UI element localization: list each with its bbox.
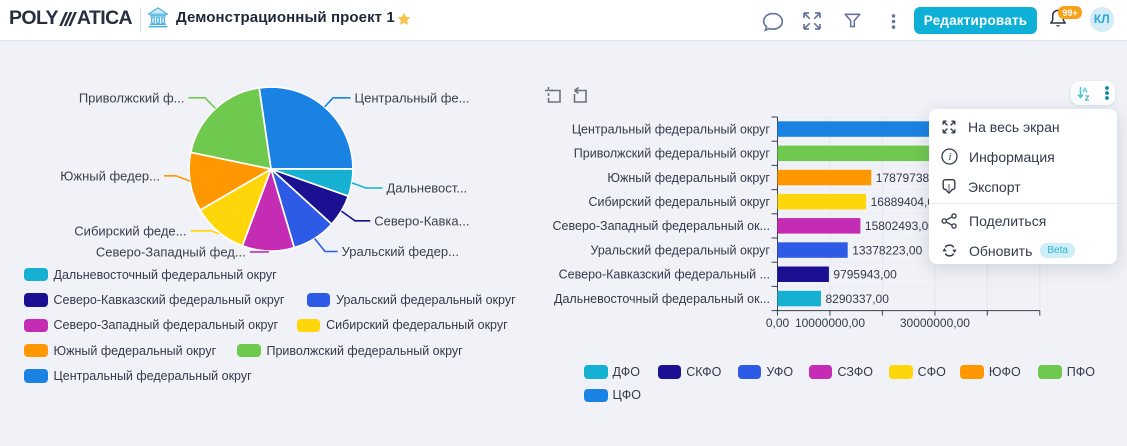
svg-text:16889404,00: 16889404,00 bbox=[871, 195, 941, 209]
svg-text:30000000,00: 30000000,00 bbox=[900, 316, 970, 330]
svg-text:Дальневост...: Дальневост... bbox=[387, 181, 468, 196]
svg-text:17879738,00: 17879738,00 bbox=[876, 171, 946, 185]
svg-text:Южный федеральный округ: Южный федеральный округ bbox=[607, 171, 770, 185]
svg-text:8290337,00: 8290337,00 bbox=[826, 292, 890, 306]
svg-text:Приволжский федеральный округ: Приволжский федеральный округ bbox=[574, 147, 771, 161]
svg-text:Сибирский федеральный округ: Сибирский федеральный округ bbox=[588, 195, 770, 209]
svg-text:Приволжский ф...: Приволжский ф... bbox=[79, 90, 185, 105]
svg-text:Северо-Западный федеральный ок: Северо-Западный федеральный ок... bbox=[553, 219, 770, 233]
svg-text:Центральный федеральный округ: Центральный федеральный округ bbox=[572, 122, 771, 136]
svg-text:9795943,00: 9795943,00 bbox=[833, 268, 897, 282]
svg-text:Северо-Кавка...: Северо-Кавка... bbox=[374, 213, 469, 228]
svg-text:Сибирский феде...: Сибирский феде... bbox=[74, 223, 186, 238]
svg-text:Северо-Кавказский федеральный: Северо-Кавказский федеральный ... bbox=[559, 268, 770, 282]
svg-text:0,00: 0,00 bbox=[766, 316, 790, 330]
svg-text:10000000,00: 10000000,00 bbox=[795, 316, 865, 330]
svg-text:13378223,00: 13378223,00 bbox=[852, 243, 922, 257]
svg-text:Центральный фе...: Центральный фе... bbox=[355, 90, 470, 105]
svg-text:Северо-Западный фед...: Северо-Западный фед... bbox=[96, 244, 246, 259]
svg-text:Z: Z bbox=[1085, 93, 1090, 101]
svg-text:Уральский федеральный округ: Уральский федеральный округ bbox=[590, 243, 770, 257]
svg-text:A: A bbox=[1082, 86, 1088, 95]
svg-text:i: i bbox=[949, 152, 952, 163]
svg-text:15802493,00: 15802493,00 bbox=[865, 219, 935, 233]
svg-text:Южный федер...: Южный федер... bbox=[60, 168, 160, 183]
svg-text:Дальневосточный федеральный ок: Дальневосточный федеральный ок... bbox=[554, 292, 770, 306]
svg-text:Уральский федер...: Уральский федер... bbox=[342, 244, 459, 259]
